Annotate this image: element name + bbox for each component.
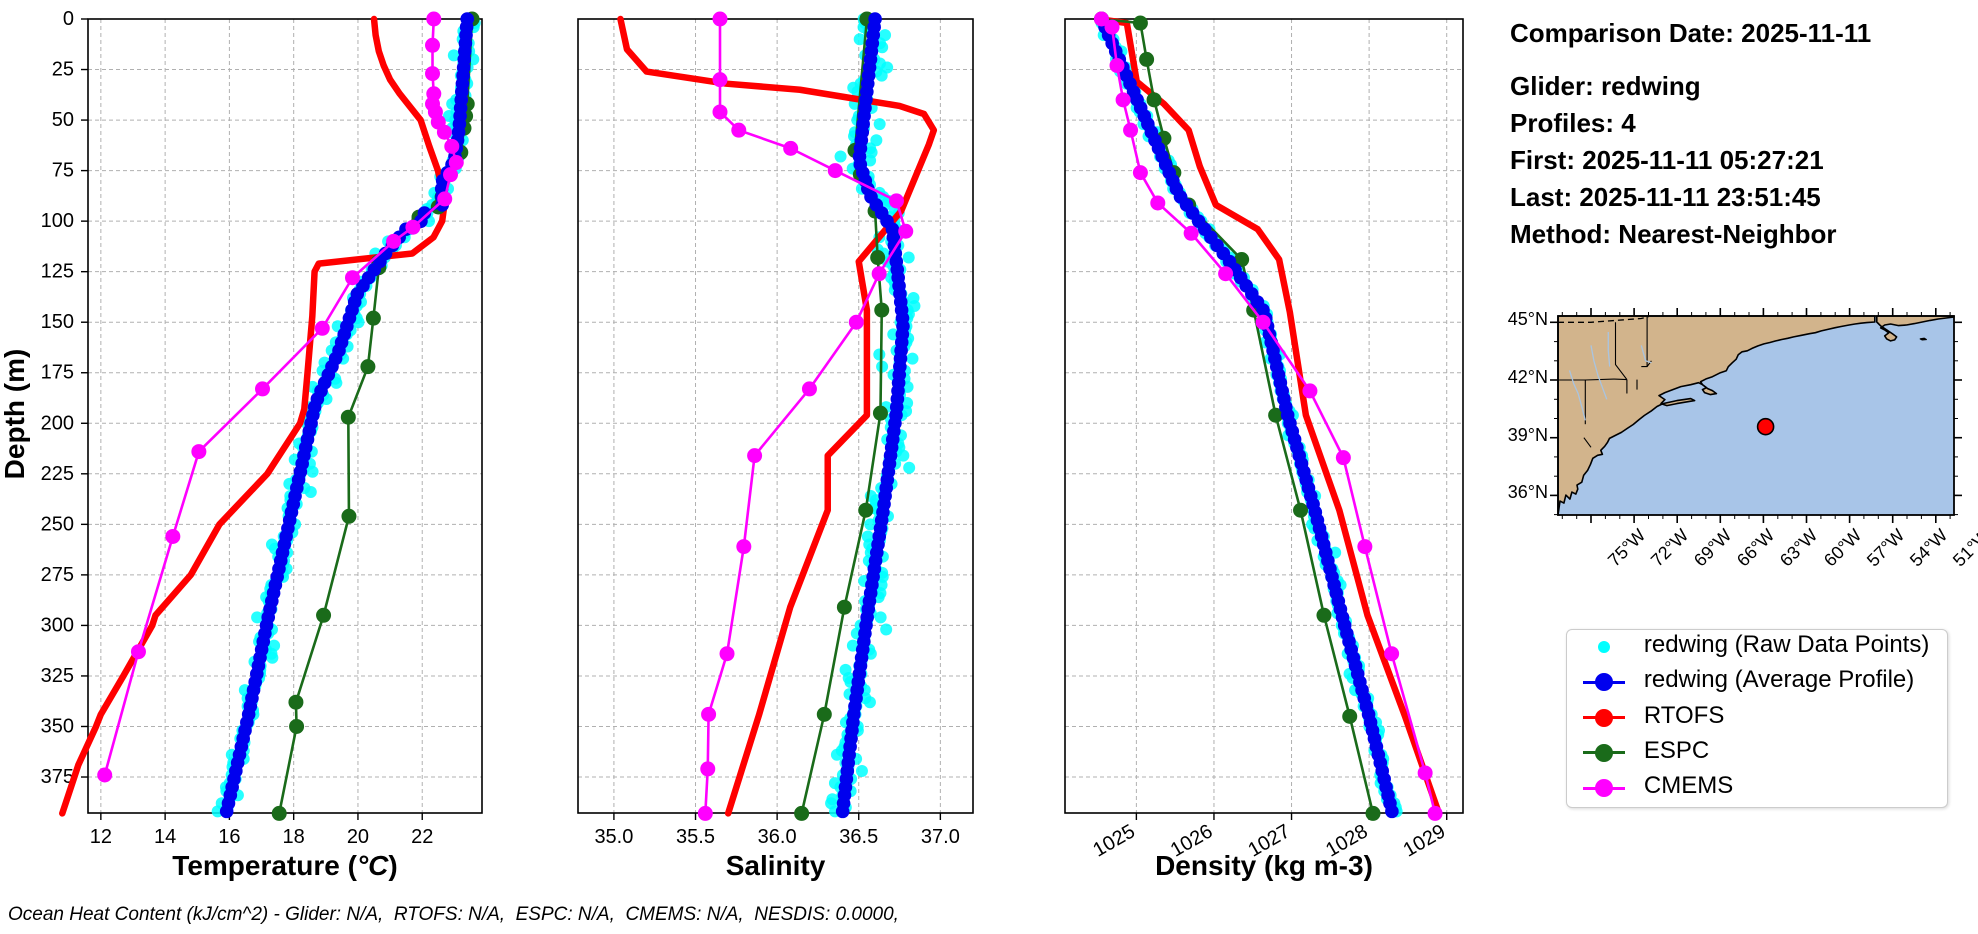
svg-text:22: 22 <box>411 826 433 848</box>
svg-text:36.5: 36.5 <box>839 826 878 848</box>
svg-text:35.5: 35.5 <box>676 826 715 848</box>
svg-text:275: 275 <box>41 564 74 586</box>
svg-text:18: 18 <box>283 826 305 848</box>
svg-text:0: 0 <box>63 8 74 30</box>
svg-text:225: 225 <box>41 463 74 485</box>
svg-text:75: 75 <box>52 160 74 182</box>
svg-text:250: 250 <box>41 513 74 535</box>
svg-text:16: 16 <box>218 826 240 848</box>
svg-text:20: 20 <box>347 826 369 848</box>
svg-text:50: 50 <box>52 109 74 131</box>
svg-text:325: 325 <box>41 665 74 687</box>
svg-text:37.0: 37.0 <box>921 826 960 848</box>
svg-text:150: 150 <box>41 311 74 333</box>
svg-text:125: 125 <box>41 261 74 283</box>
svg-text:25: 25 <box>52 59 74 81</box>
svg-text:100: 100 <box>41 210 74 232</box>
svg-text:200: 200 <box>41 412 74 434</box>
svg-text:12: 12 <box>90 826 112 848</box>
svg-text:35.0: 35.0 <box>594 826 633 848</box>
svg-text:175: 175 <box>41 362 74 384</box>
svg-text:14: 14 <box>154 826 176 848</box>
svg-text:350: 350 <box>41 715 74 737</box>
svg-text:300: 300 <box>41 614 74 636</box>
svg-text:36.0: 36.0 <box>758 826 797 848</box>
